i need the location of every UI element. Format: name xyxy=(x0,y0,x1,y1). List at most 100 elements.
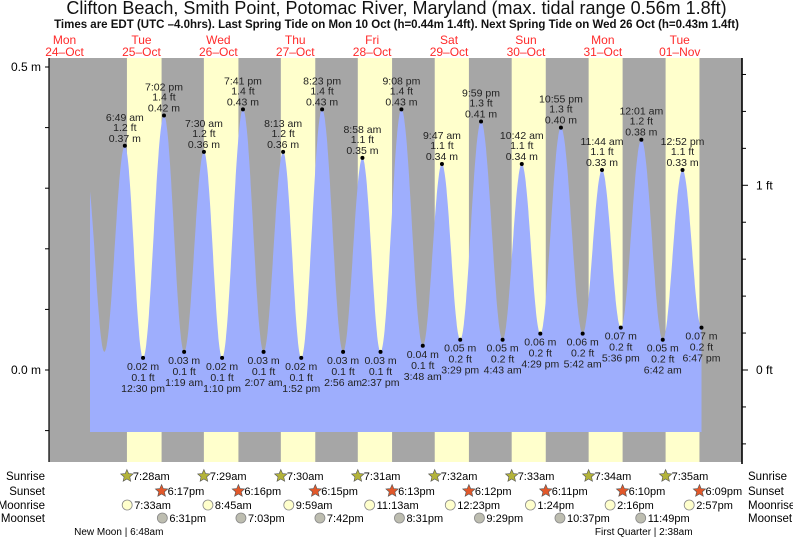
tide-time: 5:42 am xyxy=(564,359,602,371)
tide-height-m: 0.05 m xyxy=(444,343,476,355)
tide-dot xyxy=(458,337,463,342)
day-weekday-label: Tue xyxy=(131,33,152,47)
tide-height-m: 0.07 m xyxy=(605,331,637,343)
tide-height-m: 0.02 m xyxy=(206,361,238,373)
day-weekday-label: Wed xyxy=(206,33,230,47)
tide-height-ft: 1.4 ft xyxy=(152,91,175,103)
high-tide-point: 0.43 m1.4 ft9:08 pm xyxy=(382,75,421,112)
tide-height-m: 0.02 m xyxy=(285,361,317,373)
tide-height-m: 0.36 m xyxy=(267,139,299,151)
day-date-label: 24–Oct xyxy=(45,45,84,59)
tide-height-m: 0.33 m xyxy=(666,157,698,169)
sunrise-time: 7:33am xyxy=(518,471,555,483)
low-tide-point: 0.04 m0.1 ft3:48 am xyxy=(404,343,442,383)
day-weekday-label: Fri xyxy=(365,33,379,47)
tide-dot xyxy=(439,161,444,166)
sunset-icon xyxy=(154,483,169,497)
tide-dot xyxy=(378,349,383,354)
tide-dot xyxy=(341,349,346,354)
day-weekday-label: Sun xyxy=(515,33,536,47)
day-weekday-label: Mon xyxy=(53,33,76,47)
tide-height-m: 0.06 m xyxy=(524,337,556,349)
low-tide-point: 0.03 m0.1 ft2:56 am xyxy=(324,349,362,389)
tide-height-m: 0.06 m xyxy=(567,337,599,349)
moonrise-row-label-left: Moonrise xyxy=(0,500,45,512)
moonrise-time: 11:13am xyxy=(377,500,419,512)
tide-height-m: 0.07 m xyxy=(685,331,717,343)
tide-time: 8:23 pm xyxy=(303,75,341,87)
low-tide-point: 0.03 m0.1 ft2:07 am xyxy=(245,349,283,389)
day-date-label: 30–Oct xyxy=(507,45,546,59)
tide-height-ft: 0.2 ft xyxy=(690,342,713,354)
tide-height-m: 0.05 m xyxy=(487,343,519,355)
tide-dot xyxy=(639,137,644,142)
moonset-moon-icon xyxy=(554,512,566,524)
right-axis-label: 1 ft xyxy=(756,178,773,192)
day-weekday-label: Thu xyxy=(285,33,306,47)
tide-height-ft: 1.4 ft xyxy=(310,85,333,97)
sunrise-icon xyxy=(119,468,134,482)
sunset-icon xyxy=(385,483,400,497)
low-tide-point: 0.05 m0.2 ft4:43 am xyxy=(484,337,522,377)
tide-height-ft: 0.1 ft xyxy=(172,366,195,378)
moonrise-moon-icon xyxy=(444,499,456,511)
tide-dot xyxy=(399,107,404,112)
tide-dot xyxy=(182,349,187,354)
tide-height-m: 0.34 m xyxy=(426,151,458,163)
moonrise-moon-icon xyxy=(604,499,616,511)
tide-height-ft: 0.2 ft xyxy=(491,354,514,366)
tide-dot xyxy=(618,325,623,330)
tide-dot xyxy=(599,168,604,173)
low-tide-point: 0.02 m0.1 ft1:10 pm xyxy=(203,355,241,395)
tide-height-ft: 1.1 ft xyxy=(430,140,453,152)
moonrise-moon-icon xyxy=(683,499,695,511)
high-tide-point: 0.34 m1.1 ft9:47 am xyxy=(423,130,461,166)
moonrise-time: 9:59am xyxy=(296,500,333,512)
tide-height-ft: 0.1 ft xyxy=(252,366,275,378)
tide-time: 6:42 am xyxy=(644,365,682,377)
high-tide-point: 0.41 m1.3 ft9:59 pm xyxy=(462,88,500,124)
tide-time: 3:29 pm xyxy=(441,365,479,377)
high-tide-point: 0.35 m1.1 ft8:58 am xyxy=(343,124,382,160)
tide-height-ft: 1.2 ft xyxy=(113,122,136,134)
day-date-label: 25–Oct xyxy=(122,45,161,59)
sunset-icon xyxy=(538,483,553,497)
tide-height-ft: 0.1 ft xyxy=(210,372,233,384)
tide-height-m: 0.43 m xyxy=(385,96,417,108)
tide-dot xyxy=(420,343,425,348)
moonset-time: 8:31pm xyxy=(406,513,443,525)
tide-height-ft: 1.3 ft xyxy=(549,104,572,116)
sunset-icon xyxy=(461,483,476,497)
sunrise-icon xyxy=(350,468,365,482)
tide-height-ft: 1.2 ft xyxy=(271,128,294,140)
sunset-icon xyxy=(615,483,630,497)
moonset-time: 7:03pm xyxy=(248,513,285,525)
day-date-label: 27–Oct xyxy=(276,45,315,59)
tide-time: 1:52 pm xyxy=(282,383,320,395)
low-tide-point: 0.06 m0.2 ft4:29 pm xyxy=(521,331,560,371)
sunrise-icon xyxy=(273,468,288,482)
daylight-band xyxy=(743,58,763,462)
tide-time: 5:36 pm xyxy=(602,353,640,365)
tide-height-ft: 1.4 ft xyxy=(390,85,413,97)
low-tide-point: 0.05 m0.2 ft3:29 pm xyxy=(441,337,479,377)
moonrise-time: 12:23pm xyxy=(457,500,500,512)
sunset-icon xyxy=(308,483,323,497)
tide-dot xyxy=(360,155,365,160)
day-weekday-label: Sat xyxy=(440,33,459,47)
day-date-label: 31–Oct xyxy=(583,45,622,59)
moonset-moon-icon xyxy=(474,512,485,524)
tide-dot xyxy=(299,355,304,360)
tide-dot xyxy=(240,107,245,112)
moonrise-moon-icon xyxy=(283,499,295,511)
tide-height-ft: 0.2 ft xyxy=(449,354,472,366)
tide-height-m: 0.37 m xyxy=(109,133,141,145)
tide-time: 1:19 am xyxy=(165,377,203,389)
tide-dot xyxy=(201,149,206,154)
tide-height-m: 0.33 m xyxy=(586,157,618,169)
tide-time: 2:37 pm xyxy=(362,377,400,389)
